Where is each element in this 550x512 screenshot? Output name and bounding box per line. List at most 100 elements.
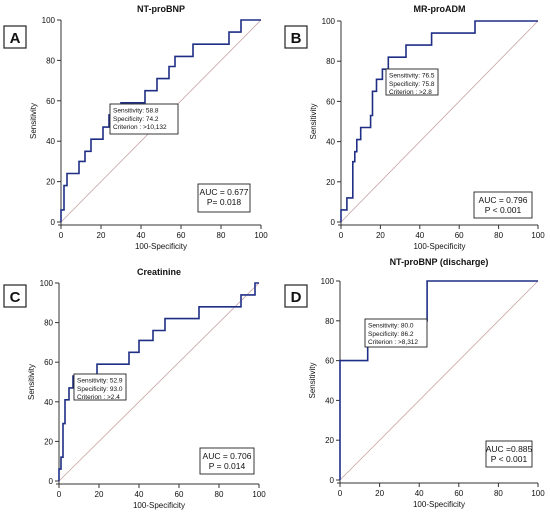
panel-letter-box	[284, 25, 308, 49]
annotation-line: Sensitivity: 52.9	[77, 378, 123, 385]
annotation-box	[109, 103, 179, 135]
y-tick-label: 20	[44, 437, 53, 446]
annotation-line: Specificity: 93.0	[77, 386, 123, 393]
annotation-line: Sensitivity: 58.8	[113, 108, 159, 115]
y-tick-label: 0	[331, 218, 336, 227]
panel-letter-box	[3, 284, 27, 308]
chart-title: NT-proBNP (discharge)	[390, 257, 489, 267]
y-axis-label: Sensitivity	[309, 103, 318, 139]
y-tick-label: 40	[325, 396, 334, 405]
annotation-line: P < 0.001	[485, 205, 522, 215]
annotation-line: AUC =0.885	[486, 444, 533, 454]
x-tick-label: 0	[339, 231, 344, 240]
x-tick-label: 80	[215, 490, 224, 499]
x-tick-label: 40	[415, 489, 424, 498]
panel-letter-box	[284, 284, 308, 308]
y-tick-label: 20	[46, 178, 55, 187]
x-tick-label: 80	[217, 231, 226, 240]
annotation-line: AUC = 0.677	[200, 187, 249, 197]
annotation-box	[73, 373, 127, 401]
y-tick-label: 80	[44, 319, 53, 328]
annotation-box	[473, 191, 533, 219]
reference-line	[340, 20, 539, 223]
roc-panel-a: A NT-proBNP 0 20 40 60 80 100 0 20 40 60 80 100 100-Sp…	[3, 4, 268, 251]
y-axis-label: Sensitivity	[308, 362, 317, 398]
annotation-box	[385, 68, 439, 96]
annotation-line: Specificity: 86.2	[368, 331, 414, 338]
x-tick-label: 0	[57, 490, 62, 499]
x-tick-label: 20	[97, 231, 106, 240]
roc-curve-series	[340, 20, 538, 222]
reference-line	[339, 280, 539, 481]
roc-panel-c: C Creatinine 0 20 40 60 80 100 0 20 40 60 80 100 100-S…	[3, 267, 266, 510]
y-tick-label: 0	[49, 477, 54, 486]
roc-curve-series	[58, 282, 259, 481]
y-tick-label: 40	[326, 138, 335, 147]
panel-letter: D	[291, 289, 302, 306]
y-tick-label: 100	[321, 277, 335, 286]
x-tick-label: 60	[455, 231, 464, 240]
annotation-line: AUC = 0.706	[203, 451, 252, 461]
x-tick-label: 100	[531, 489, 545, 498]
x-tick-label: 20	[95, 490, 104, 499]
x-tick-label: 0	[338, 489, 343, 498]
annotation-line: Specificity: 74.2	[113, 116, 159, 123]
annotation-line: Criterion : >10,132	[113, 124, 167, 131]
x-tick-label: 60	[175, 490, 184, 499]
x-axis-label: 100-Specificity	[413, 500, 465, 509]
annotation-line: Sensitivity: 80.0	[368, 323, 414, 330]
annotation-line: P= 0.018	[207, 197, 242, 207]
roc-panel-b: B MR-proADM 0 20 40 60 80 100 0 20 40 60 80 100 100-Sp…	[284, 4, 545, 251]
x-axis-label: 100-Specificity	[135, 242, 187, 251]
y-tick-label: 0	[330, 476, 335, 485]
y-axis-label: Sensitivity	[27, 364, 36, 400]
annotation-line: Criterion : >8,312	[368, 339, 418, 346]
y-tick-label: 20	[326, 178, 335, 187]
x-tick-label: 100	[252, 490, 266, 499]
x-tick-label: 0	[59, 231, 64, 240]
panel-letter: A	[10, 30, 21, 47]
x-tick-label: 40	[135, 490, 144, 499]
annotation-line: Sensitivity: 76.5	[389, 73, 435, 80]
annotation-line: P < 0.001	[491, 454, 528, 464]
roc-panel-d: D NT-proBNP (discharge) 0 20 40 60 80 100 0 20 40 6…	[284, 257, 545, 509]
y-tick-label: 80	[325, 317, 334, 326]
y-tick-label: 0	[51, 218, 56, 227]
y-tick-label: 20	[325, 436, 334, 445]
x-tick-label: 40	[137, 231, 146, 240]
annotation-line: AUC = 0.796	[479, 195, 528, 205]
panel-letter: B	[291, 30, 302, 47]
y-tick-label: 80	[46, 56, 55, 65]
reference-line	[58, 282, 260, 482]
x-tick-label: 60	[177, 231, 186, 240]
annotation-box	[197, 183, 251, 213]
annotation-line: Criterion : >2.8	[389, 89, 432, 96]
panel-letter-box	[3, 25, 27, 49]
x-axis-label: 100-Specificity	[413, 242, 465, 251]
annotation-line: P = 0.014	[209, 461, 246, 471]
chart-title: Creatinine	[137, 267, 181, 277]
y-tick-label: 100	[40, 279, 54, 288]
y-axis-label: Sensitivity	[29, 103, 38, 139]
chart-title: NT-proBNP	[137, 4, 185, 14]
x-tick-label: 80	[494, 231, 503, 240]
annotation-box	[485, 440, 533, 468]
x-tick-label: 20	[375, 489, 384, 498]
y-tick-label: 60	[46, 97, 55, 106]
x-tick-label: 100	[254, 231, 268, 240]
annotation-box	[364, 318, 428, 348]
annotation-line: Criterion : >2.4	[77, 394, 120, 401]
y-tick-label: 80	[326, 57, 335, 66]
y-tick-label: 40	[46, 137, 55, 146]
x-axis-label: 100-Specificity	[133, 501, 185, 510]
y-tick-label: 60	[326, 97, 335, 106]
x-tick-label: 20	[376, 231, 385, 240]
